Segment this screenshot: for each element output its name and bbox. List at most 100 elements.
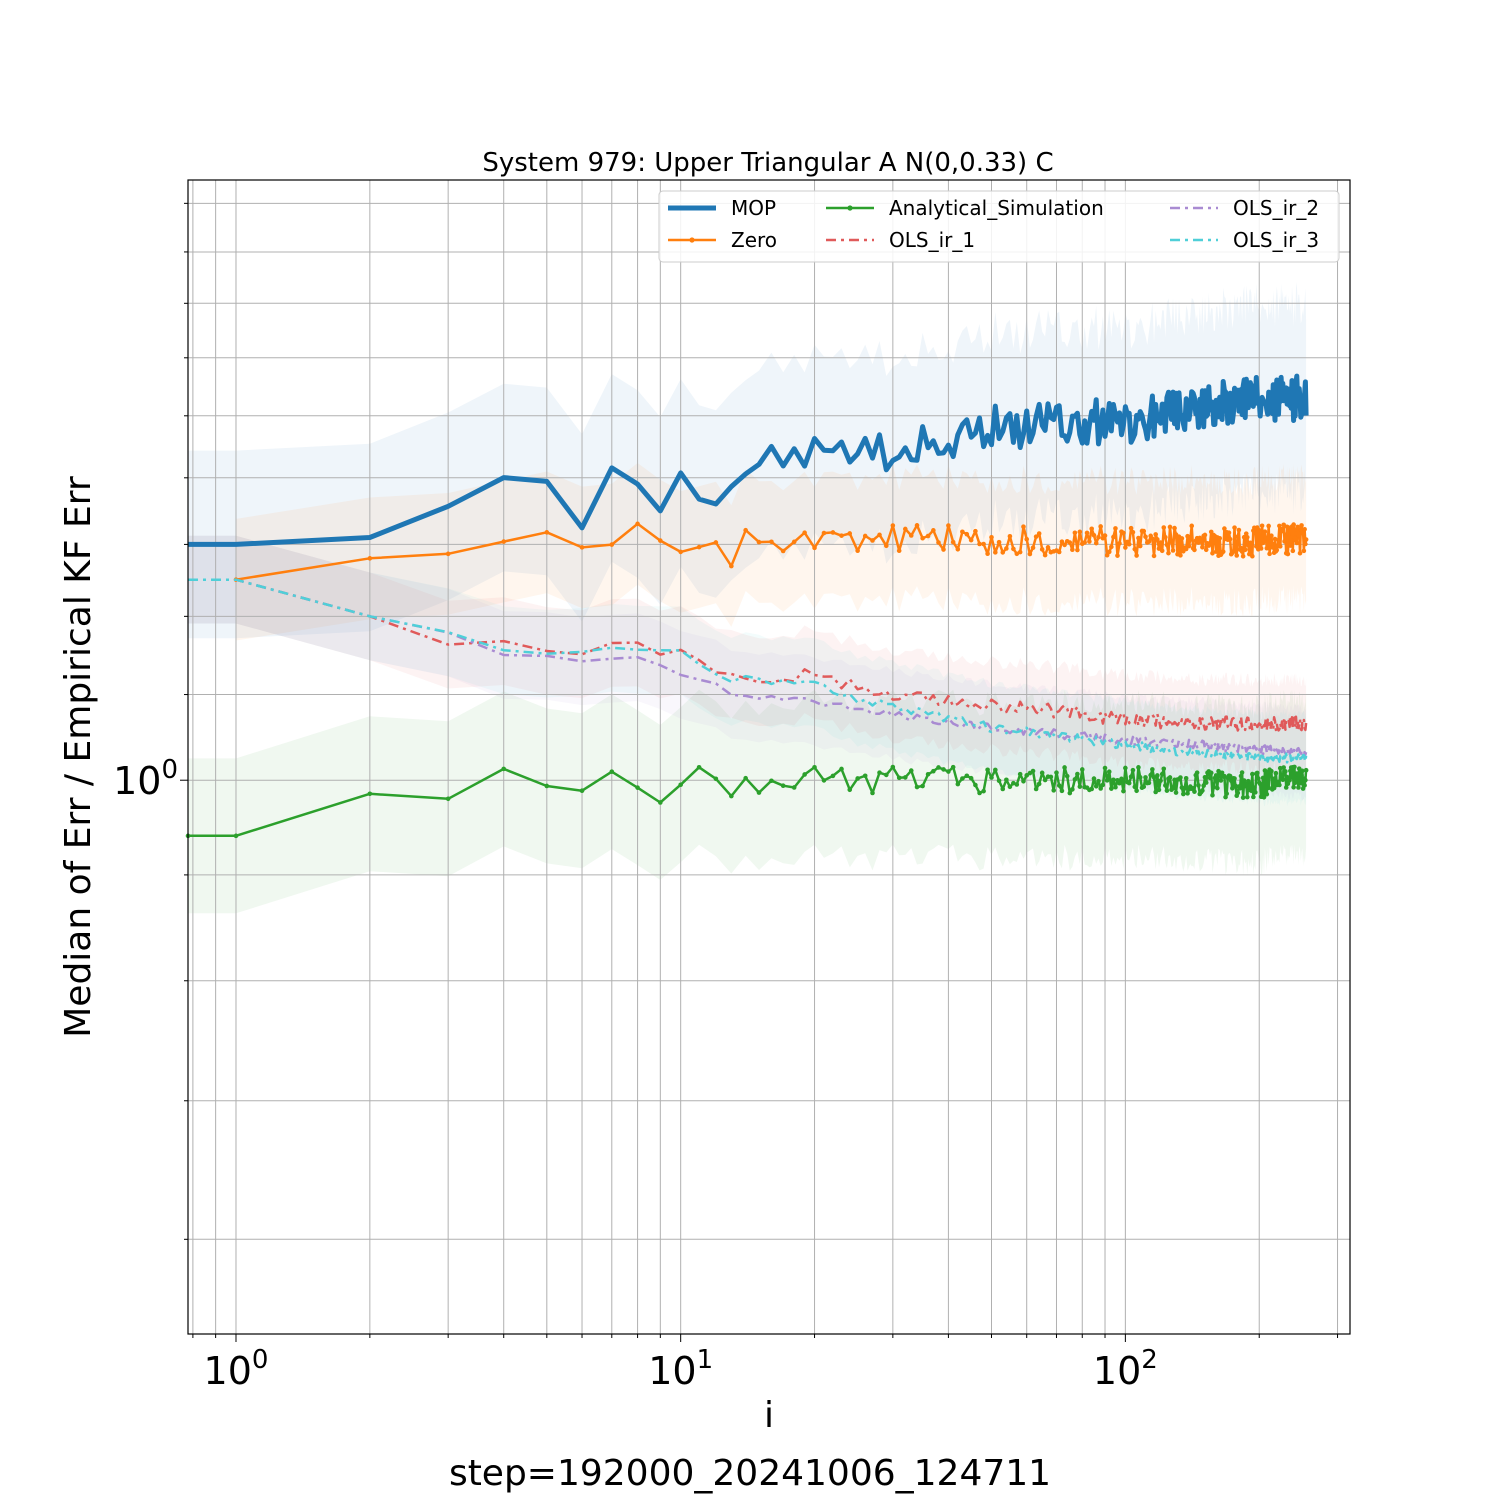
point-Zero [1259,523,1265,529]
point-Zero [1189,523,1195,529]
point-Zero [1163,535,1168,540]
point-Analytical_Simulation [1280,777,1286,782]
confidence-bands [188,282,1307,914]
point-Analytical_Simulation [890,764,896,770]
point-Zero [713,540,719,545]
point-Analytical_Simulation [941,767,946,772]
point-Analytical_Simulation [713,776,719,782]
point-Zero [1290,548,1296,554]
point-Analytical_Simulation [1024,773,1030,778]
point-Zero [896,548,902,554]
point-Zero [830,530,836,535]
point-Zero [847,531,853,536]
point-Analytical_Simulation [1240,795,1246,800]
point-Analytical_Simulation [1054,770,1059,775]
point-Zero [1277,544,1283,549]
point-Zero [1203,547,1209,553]
point-Zero [1128,525,1134,531]
point-Zero [1207,541,1213,547]
point-Zero [920,535,925,541]
axis-ticks: 100 101 102 100 [113,202,1339,1393]
point-Analytical_Simulation [1269,768,1274,774]
point-Zero [1232,525,1237,530]
point-Zero [1217,536,1223,541]
point-Analytical_Simulation [1119,776,1124,782]
point-Zero [544,530,550,535]
point-Analytical_Simulation [1007,784,1013,790]
point-Analytical_Simulation [1062,765,1067,770]
point-Analytical_Simulation [1153,789,1158,795]
point-Zero [977,541,982,547]
point-Analytical_Simulation [993,767,998,773]
point-Analytical_Simulation [1185,791,1190,796]
point-Zero [914,523,920,528]
point-Zero [1267,551,1272,557]
point-Analytical_Simulation [877,770,882,775]
point-Analytical_Simulation [1298,780,1304,786]
point-Analytical_Simulation [1089,786,1094,792]
point-Analytical_Simulation [1283,785,1289,790]
point-Analytical_Simulation [1218,778,1224,783]
series-line-OLS_ir_2 [188,578,1308,758]
point-Analytical_Simulation [1123,765,1128,771]
point-Zero [1297,550,1303,556]
point-Analytical_Simulation [445,796,451,802]
point-Zero [1045,545,1051,550]
point-Analytical_Simulation [1299,772,1304,778]
point-Zero [1070,547,1075,553]
point-Analytical_Simulation [1030,768,1036,774]
point-Analytical_Simulation [1281,765,1286,770]
point-Analytical_Simulation [1293,777,1299,783]
point-Analytical_Simulation [1072,777,1078,782]
legend-label-MOP: MOP [731,196,776,220]
point-Zero [1303,537,1309,542]
point-Zero [1159,548,1165,554]
point-Zero [743,527,748,533]
point-Analytical_Simulation [1302,783,1307,788]
point-Zero [1235,534,1241,539]
point-Analytical_Simulation [1102,765,1108,771]
point-Analytical_Simulation [1239,770,1245,775]
point-Analytical_Simulation [1260,775,1266,781]
point-Zero [1285,551,1291,557]
point-Analytical_Simulation [968,775,974,781]
point-Analytical_Simulation [1196,783,1201,788]
point-Zero [1281,522,1286,528]
point-Analytical_Simulation [1255,776,1261,781]
point-Analytical_Simulation [1224,791,1230,796]
point-Zero [1179,536,1185,541]
point-Zero [1146,539,1152,544]
point-Analytical_Simulation [1213,773,1219,778]
point-Analytical_Simulation [1210,792,1215,798]
point-Analytical_Simulation [1283,769,1288,774]
point-Zero [1294,540,1300,546]
point-Analytical_Simulation [1163,783,1168,788]
plot-frame [187,179,1351,1335]
point-Zero [1166,550,1171,556]
point-Zero [821,530,827,536]
x-axis-label: i [764,1395,774,1436]
legend-label-OLS_ir_3: OLS_ir_3 [1233,228,1319,252]
point-Analytical_Simulation [908,768,914,773]
series-line-OLS_ir_1 [188,578,1308,732]
point-Analytical_Simulation [1261,795,1267,800]
point-Zero [1202,532,1208,538]
point-Zero [1021,524,1026,529]
point-Analytical_Simulation [579,788,585,794]
point-Analytical_Simulation [1079,767,1085,772]
point-Analytical_Simulation [233,833,239,839]
point-Zero [1178,553,1183,558]
point-Zero [1295,524,1300,530]
point-Analytical_Simulation [756,790,762,795]
legend-label-OLS_ir_1: OLS_ir_1 [889,228,975,252]
point-Analytical_Simulation [1070,787,1075,792]
point-Zero [1072,530,1078,536]
point-Zero [1098,524,1103,529]
point-Analytical_Simulation [1232,776,1237,781]
point-Zero [1084,530,1090,536]
point-Zero [955,546,961,552]
point-Zero [1302,526,1307,532]
point-Zero [1158,540,1163,545]
point-Analytical_Simulation [964,773,970,779]
point-Zero [1291,522,1296,527]
